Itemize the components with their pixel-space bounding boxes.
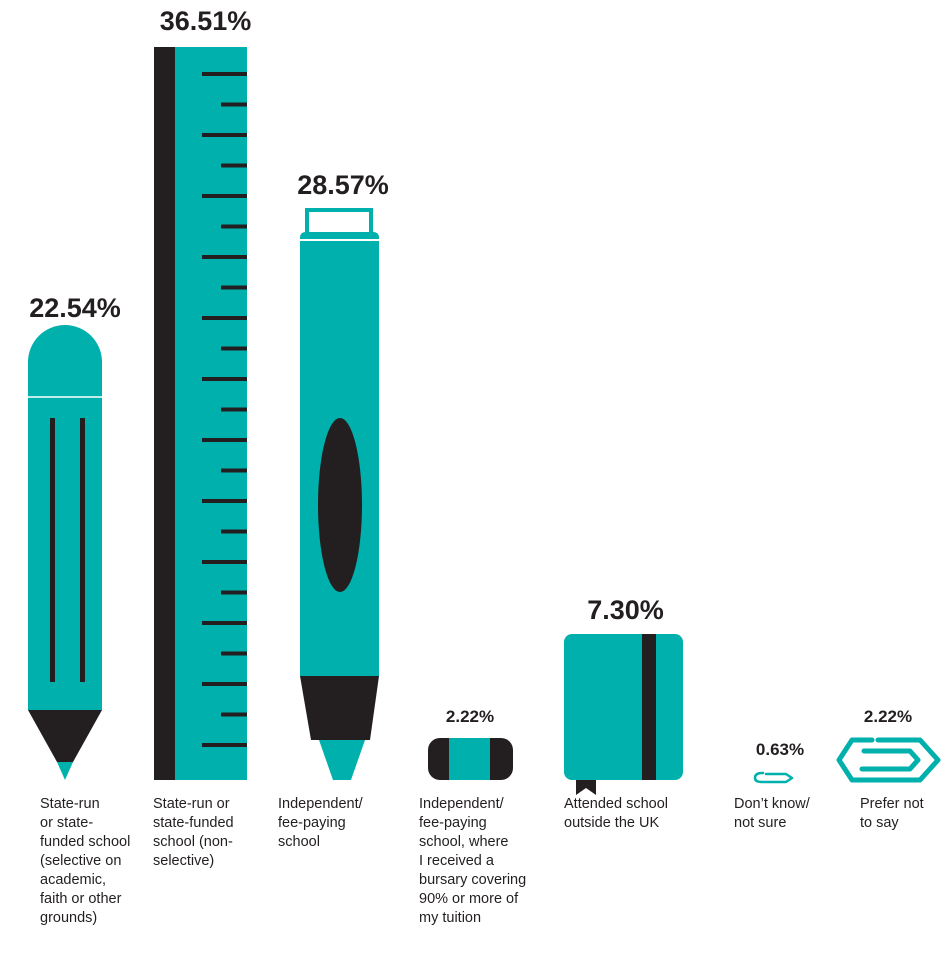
ruler-tick: [221, 590, 247, 595]
paperclip-icon: [836, 737, 941, 783]
category-label-independent-bursary: Independent/ fee-paying school, where I …: [419, 795, 526, 928]
notebook-bookmark: [576, 780, 596, 795]
category-label-line: selective): [153, 853, 215, 869]
ruler-tick: [221, 407, 247, 412]
data-label-independent-bursary: 2.22%: [445, 707, 495, 726]
category-label-line: fee-paying: [419, 815, 487, 831]
highlighter-icon: [300, 208, 379, 780]
category-label-line: Attended school: [564, 796, 668, 812]
category-label-line: I received a: [419, 853, 494, 869]
data-label-outside-uk: 7.30%: [587, 595, 664, 625]
ruler-tick: [221, 529, 247, 534]
pencil-stripe: [80, 418, 85, 682]
notebook-cover: [564, 634, 683, 780]
pencil-lead: [57, 762, 73, 780]
category-label-line: academic,: [40, 872, 107, 888]
ruler-tick: [202, 133, 247, 137]
ruler-ticks: [202, 72, 247, 747]
category-label-line: Independent/: [278, 796, 363, 812]
notebook-icon: [564, 634, 683, 795]
category-label-line: state-funded: [153, 815, 234, 831]
data-label-independent: 28.57%: [297, 170, 389, 200]
category-label-state-non-selective: State-run or state-funded school (non- s…: [153, 795, 234, 871]
category-label-line: outside the UK: [564, 815, 660, 831]
pencil-icon: [28, 325, 102, 780]
ruler-tick: [202, 743, 247, 747]
category-label-line: faith or other: [40, 891, 122, 907]
category-label-line: Independent/: [419, 796, 504, 812]
category-label-dont-know: Don’t know/ not sure: [734, 795, 810, 833]
category-label-line: State-run or: [153, 796, 230, 812]
eraser-sleeve: [449, 738, 490, 780]
category-label-line: (selective on: [40, 853, 122, 869]
highlighter-grip: [318, 418, 362, 592]
pencil-body: [28, 325, 102, 710]
category-label-independent: Independent/ fee-paying school: [278, 795, 363, 852]
category-label-line: school: [278, 834, 320, 850]
category-label-line: fee-paying: [278, 815, 346, 831]
ruler-tick: [202, 72, 247, 76]
paperclip-large-inner: [859, 748, 921, 772]
category-label-line: Prefer not: [860, 796, 924, 812]
category-label-line: State-run: [40, 796, 100, 812]
paperclip-small: [753, 771, 794, 784]
category-label-line: to say: [860, 815, 899, 831]
highlighter-cap-clip: [305, 208, 373, 236]
category-label-prefer-not: Prefer not to say: [860, 795, 924, 833]
ruler-tick: [202, 682, 247, 686]
category-label-line: funded school: [40, 834, 131, 850]
ruler-tick: [221, 102, 247, 107]
data-label-prefer-not: 2.22%: [863, 707, 913, 726]
ruler-tick: [202, 499, 247, 503]
category-label-line: 90% or more of: [419, 891, 519, 907]
ruler-tick: [202, 255, 247, 259]
category-label-line: Don’t know/: [734, 796, 810, 812]
pencil-stripe: [50, 418, 55, 682]
category-label-line: bursary covering: [419, 872, 527, 888]
category-label-line: school (non-: [153, 834, 233, 850]
ruler-tick: [202, 377, 247, 381]
ruler-tick: [202, 560, 247, 564]
highlighter-nib: [319, 740, 365, 780]
notebook-band: [642, 634, 656, 780]
ruler-tick: [202, 621, 247, 625]
category-label-line: my tuition: [419, 910, 482, 926]
category-label-line: grounds): [40, 910, 98, 926]
ruler-tick: [202, 316, 247, 320]
category-label-line: or state-: [40, 815, 94, 831]
pencil-tip: [28, 710, 102, 762]
highlighter-tip-base: [300, 676, 379, 740]
ruler-tick: [221, 224, 247, 229]
category-label-line: not sure: [734, 815, 787, 831]
data-label-state-selective: 22.54%: [29, 293, 121, 323]
ruler-edge: [154, 47, 175, 780]
ruler-tick: [202, 438, 247, 442]
ruler-tick: [221, 712, 247, 717]
ruler-icon: [154, 47, 247, 780]
data-label-dont-know: 0.63%: [755, 740, 805, 759]
ruler-tick: [221, 346, 247, 351]
ruler-tick: [221, 468, 247, 473]
category-label-line: school, where: [419, 834, 509, 850]
ruler-tick: [221, 285, 247, 290]
eraser-icon: [428, 738, 513, 780]
ruler-tick: [202, 194, 247, 198]
data-label-state-non-selective: 36.51%: [159, 6, 252, 36]
paperclip-large-outer: [836, 737, 941, 783]
category-label-outside-uk: Attended school outside the UK: [564, 795, 668, 833]
ruler-tick: [221, 651, 247, 656]
category-label-state-selective: State-run or state- funded school (selec…: [40, 795, 130, 928]
ruler-tick: [221, 163, 247, 168]
paperclip-icon: [753, 771, 794, 784]
